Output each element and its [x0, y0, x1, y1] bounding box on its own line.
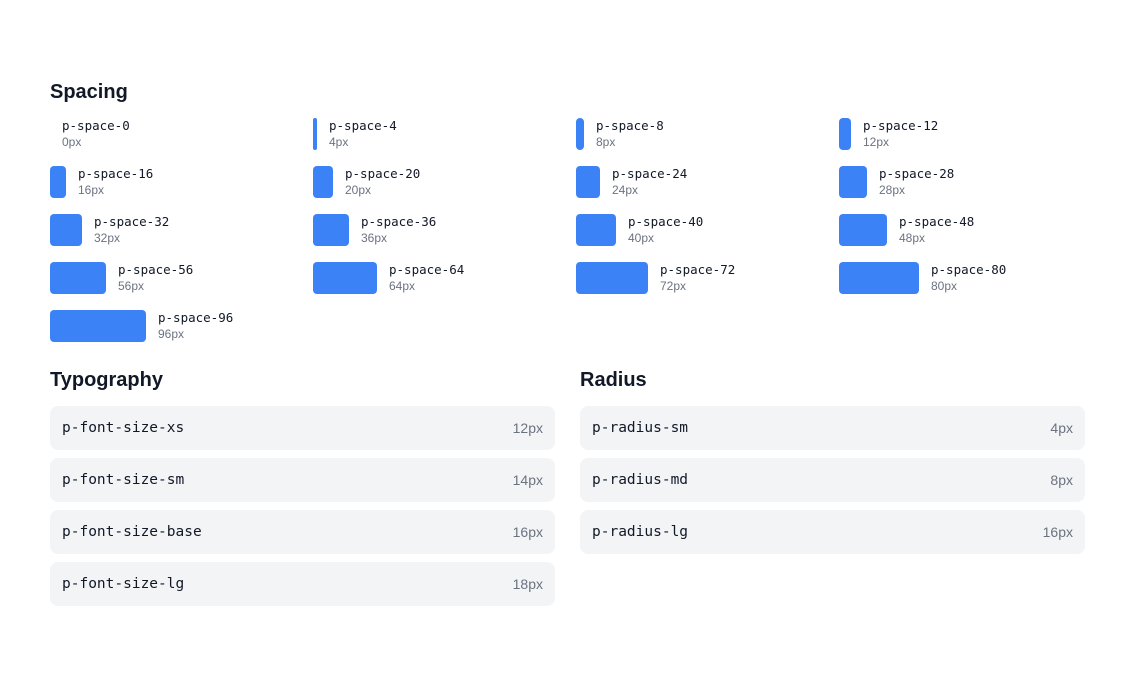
token-name: p-space-48 — [899, 214, 975, 229]
token-value: 4px — [1050, 420, 1073, 436]
token-name: p-font-size-xs — [62, 420, 185, 436]
token-value: 16px — [1042, 524, 1073, 540]
token-name: p-space-96 — [158, 310, 234, 325]
token-value: 96px — [158, 327, 185, 341]
token-name: p-space-28 — [879, 166, 955, 181]
token-name: p-space-24 — [612, 166, 688, 181]
token-value: 24px — [612, 183, 639, 197]
token-value: 64px — [389, 279, 416, 293]
token-name: p-space-64 — [389, 262, 465, 277]
spacing-swatch — [839, 166, 867, 198]
token-value: 16px — [78, 183, 105, 197]
token-value: 40px — [628, 231, 655, 245]
token-name: p-space-0 — [62, 118, 130, 133]
section-title: Spacing — [50, 81, 128, 103]
spacing-swatch — [576, 166, 600, 198]
spacing-swatch — [50, 262, 106, 294]
token-row: p-font-size-base 16px — [50, 510, 555, 554]
token-value: 72px — [660, 279, 687, 293]
token-value: 12px — [863, 135, 890, 149]
token-name: p-font-size-lg — [62, 576, 185, 592]
token-value: 48px — [899, 231, 926, 245]
token-value: 56px — [118, 279, 145, 293]
token-value: 8px — [1050, 472, 1073, 488]
spacing-swatch — [576, 262, 648, 294]
token-value: 80px — [931, 279, 958, 293]
spacing-swatch — [50, 310, 146, 342]
spacing-swatch — [576, 118, 584, 150]
token-name: p-space-20 — [345, 166, 421, 181]
spacing-swatch — [839, 118, 851, 150]
spacing-swatch — [313, 262, 377, 294]
token-name: p-radius-md — [592, 472, 689, 488]
spacing-swatch — [313, 214, 349, 246]
token-name: p-radius-sm — [592, 420, 689, 436]
token-value: 16px — [512, 524, 543, 540]
token-value: 32px — [94, 231, 121, 245]
spacing-swatch — [576, 214, 616, 246]
token-name: p-space-36 — [361, 214, 437, 229]
token-name: p-radius-lg — [592, 524, 689, 540]
token-value: 8px — [596, 135, 616, 149]
token-row: p-radius-sm 4px — [580, 406, 1085, 450]
token-value: 0px — [62, 135, 82, 149]
token-name: p-space-12 — [863, 118, 939, 133]
token-name: p-space-56 — [118, 262, 194, 277]
section-title: Typography — [50, 369, 163, 391]
spacing-swatch — [313, 118, 317, 150]
spacing-swatch — [313, 166, 333, 198]
token-value: 12px — [512, 420, 543, 436]
token-row: p-radius-lg 16px — [580, 510, 1085, 554]
token-row: p-font-size-lg 18px — [50, 562, 555, 606]
token-name: p-font-size-base — [62, 524, 202, 540]
token-value: 20px — [345, 183, 372, 197]
section-title: Radius — [580, 369, 647, 391]
spacing-swatch — [839, 214, 887, 246]
token-name: p-space-40 — [628, 214, 704, 229]
token-value: 4px — [329, 135, 349, 149]
token-name: p-font-size-sm — [62, 472, 185, 488]
spacing-swatch — [50, 214, 82, 246]
token-name: p-space-72 — [660, 262, 736, 277]
token-value: 18px — [512, 576, 543, 592]
token-name: p-space-4 — [329, 118, 397, 133]
token-row: p-radius-md 8px — [580, 458, 1085, 502]
token-name: p-space-80 — [931, 262, 1007, 277]
token-name: p-space-16 — [78, 166, 154, 181]
spacing-swatch — [50, 166, 66, 198]
token-row: p-font-size-xs 12px — [50, 406, 555, 450]
spacing-swatch — [839, 262, 919, 294]
token-row: p-font-size-sm 14px — [50, 458, 555, 502]
token-name: p-space-8 — [596, 118, 664, 133]
token-name: p-space-32 — [94, 214, 170, 229]
token-value: 14px — [512, 472, 543, 488]
token-value: 36px — [361, 231, 388, 245]
token-value: 28px — [879, 183, 906, 197]
